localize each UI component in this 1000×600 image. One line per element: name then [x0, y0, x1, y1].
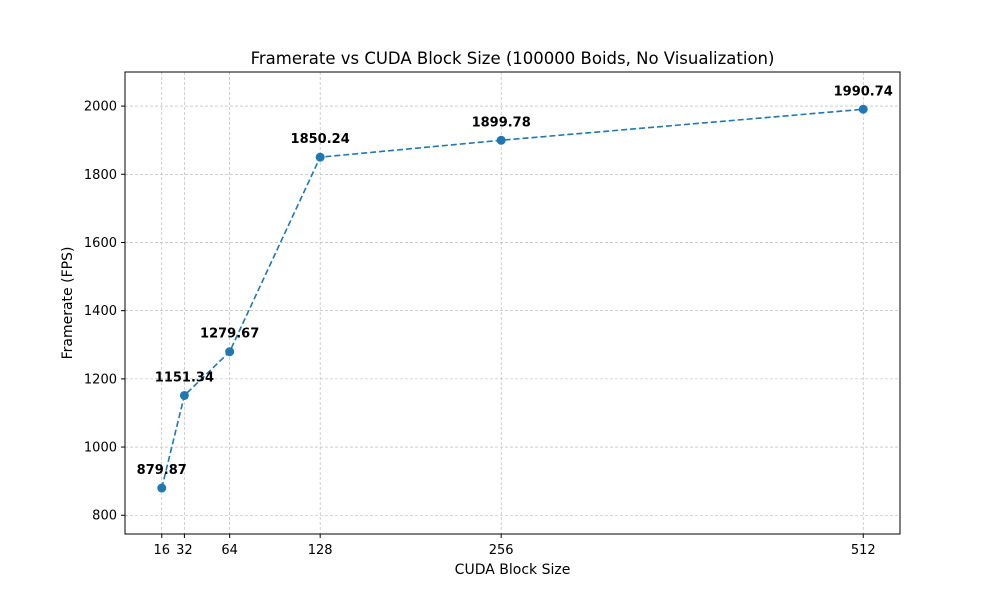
x-tick-label: 32	[176, 543, 193, 558]
x-tick-label: 16	[153, 543, 170, 558]
x-tick-label: 256	[489, 543, 514, 558]
data-label: 1990.74	[834, 84, 893, 99]
y-tick-label: 1200	[84, 372, 117, 387]
data-label: 1151.34	[155, 370, 214, 385]
ticks-layer: 16 32 64 128 256 512 800 1000 1200 1400 1600 1800 20…	[84, 100, 876, 558]
data-label: 1279.67	[200, 327, 259, 342]
y-axis-title: Framerate (FPS)	[60, 247, 76, 360]
x-axis-title: CUDA Block Size	[455, 562, 571, 578]
series-line	[160, 108, 864, 489]
data-point	[157, 483, 167, 493]
y-tick-label: 1000	[84, 441, 117, 456]
data-point	[496, 135, 506, 145]
data-label: 879.87	[137, 463, 187, 478]
y-tick-label: 1600	[84, 236, 117, 251]
data-label: 1899.78	[472, 115, 531, 130]
y-tick-label: 800	[92, 509, 117, 524]
x-tick-label: 512	[851, 543, 876, 558]
data-point	[179, 390, 189, 400]
x-tick-label: 64	[221, 543, 238, 558]
plot-frame	[124, 71, 901, 535]
data-label: 1850.24	[291, 132, 350, 147]
series-layer	[157, 104, 868, 493]
data-point	[858, 104, 868, 114]
y-tick-label: 1800	[84, 168, 117, 183]
data-point	[315, 152, 325, 162]
data-point	[225, 347, 235, 357]
labels-layer: 879.87 1151.34 1279.67 1850.24 1899.78 1990.7…	[137, 84, 893, 478]
grid-layer	[125, 72, 900, 534]
x-tick-label: 128	[308, 543, 333, 558]
y-tick-label: 2000	[84, 100, 117, 115]
chart-title: Framerate vs CUDA Block Size (100000 Boi…	[251, 49, 775, 68]
y-tick-label: 1400	[84, 304, 117, 319]
